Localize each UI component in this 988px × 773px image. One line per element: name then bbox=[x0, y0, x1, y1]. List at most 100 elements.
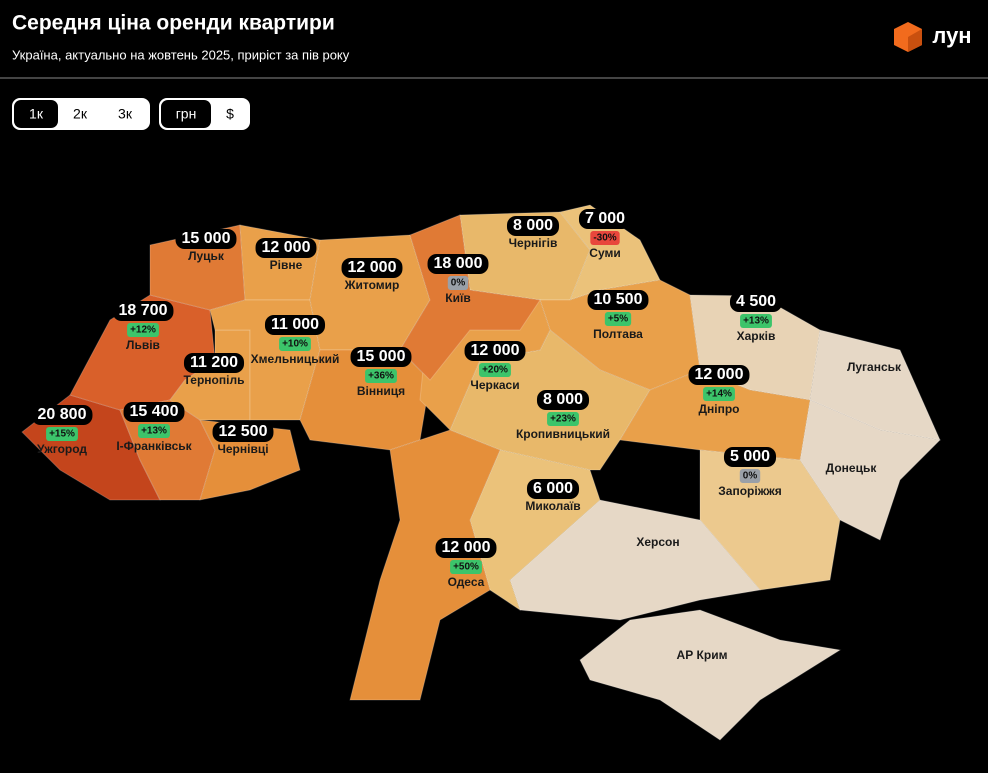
region-label: АР Крим bbox=[677, 648, 728, 662]
price-badge bbox=[723, 447, 777, 467]
price-badge bbox=[464, 341, 526, 361]
region-label: 8 000 +23% Кропивницький bbox=[516, 390, 610, 441]
region-name: Ужгород bbox=[37, 442, 87, 456]
price: 18 000 bbox=[434, 255, 483, 272]
region-name: Донецьк bbox=[826, 461, 878, 475]
change: +23% bbox=[550, 414, 576, 425]
region-label: 11 200 Тернопіль bbox=[183, 353, 245, 387]
price-badge bbox=[729, 292, 783, 312]
rooms-tab[interactable]: 3к bbox=[118, 106, 133, 122]
change: +13% bbox=[141, 426, 167, 437]
change: +36% bbox=[368, 371, 394, 382]
price: 11 200 bbox=[190, 354, 238, 371]
currency-tab[interactable]: $ bbox=[226, 106, 234, 122]
rooms-tab[interactable]: 2к bbox=[73, 106, 88, 122]
price: 8 000 bbox=[543, 391, 583, 408]
region-label: 12 000 Житомир bbox=[341, 258, 403, 292]
region-label: Луганськ bbox=[847, 360, 902, 374]
region-name: Львів bbox=[126, 338, 160, 352]
change-badge bbox=[740, 314, 772, 328]
region-label: 15 400 +13% І-Франківськ bbox=[116, 402, 193, 453]
price: 15 000 bbox=[182, 230, 231, 247]
region-name: Дніпро bbox=[698, 402, 739, 416]
price-badge bbox=[183, 353, 245, 373]
rooms-tab[interactable]: 1к bbox=[29, 106, 44, 122]
change-badge bbox=[703, 387, 735, 401]
region bbox=[349, 429, 501, 701]
region-name: Кропивницький bbox=[516, 427, 610, 441]
change: +13% bbox=[743, 316, 769, 327]
price: 7 000 bbox=[585, 210, 625, 227]
price: 15 400 bbox=[130, 403, 179, 420]
price: 18 700 bbox=[119, 302, 168, 319]
region-name: Луцьк bbox=[188, 249, 225, 263]
price: 12 000 bbox=[348, 259, 397, 276]
change-badge bbox=[46, 427, 78, 441]
change-badge bbox=[479, 363, 511, 377]
change: +10% bbox=[282, 339, 308, 350]
change-badge bbox=[590, 231, 620, 245]
logo: лун bbox=[894, 22, 972, 52]
price-badge bbox=[255, 238, 317, 258]
change-badge bbox=[604, 312, 632, 326]
change: +14% bbox=[706, 389, 732, 400]
price-badge bbox=[31, 405, 93, 425]
price-badge bbox=[212, 422, 274, 442]
region-label: 8 000 Чернігів bbox=[506, 216, 560, 250]
price-badge bbox=[341, 258, 403, 278]
price-badge bbox=[526, 479, 580, 499]
region-label: 20 800 +15% Ужгород bbox=[31, 405, 93, 456]
price: 8 000 bbox=[513, 217, 553, 234]
price-badge bbox=[264, 315, 326, 335]
price: 5 000 bbox=[730, 448, 770, 465]
change-badge bbox=[279, 337, 311, 351]
price: 12 000 bbox=[442, 539, 491, 556]
region-name: Вінниця bbox=[357, 384, 405, 398]
price: 12 500 bbox=[219, 423, 268, 440]
price-badge bbox=[587, 290, 649, 310]
change: +50% bbox=[453, 562, 479, 573]
change: 0% bbox=[451, 278, 466, 289]
price-badge bbox=[435, 538, 497, 558]
price-badge bbox=[427, 254, 489, 274]
region-name: Запоріжжя bbox=[718, 484, 781, 498]
region-name: Чернівці bbox=[217, 442, 268, 456]
price: 12 000 bbox=[471, 342, 520, 359]
change-badge bbox=[739, 469, 761, 483]
region bbox=[579, 609, 842, 741]
region-name: Херсон bbox=[636, 535, 679, 549]
price-badge bbox=[506, 216, 560, 236]
region-label: 12 000 +50% Одеса bbox=[435, 538, 497, 589]
region-label: Херсон bbox=[636, 535, 679, 549]
region-name: Суми bbox=[589, 246, 620, 260]
price: 12 000 bbox=[262, 239, 311, 256]
change: +12% bbox=[130, 325, 156, 336]
region-label: Донецьк bbox=[826, 461, 878, 475]
price-badge bbox=[578, 209, 632, 229]
change-badge bbox=[127, 323, 159, 337]
region-name: АР Крим bbox=[677, 648, 728, 662]
currency-tab[interactable]: грн bbox=[176, 106, 197, 122]
price: 11 000 bbox=[271, 316, 319, 333]
region-label: 6 000 Миколаїв bbox=[525, 479, 581, 513]
region-name: Чернігів bbox=[509, 236, 558, 250]
change: 0% bbox=[743, 471, 758, 482]
price-badge bbox=[175, 229, 237, 249]
price-badge bbox=[112, 301, 174, 321]
price-badge bbox=[688, 365, 750, 385]
region-label: 10 500 +5% Полтава bbox=[587, 290, 649, 341]
region-label: 12 000 +14% Дніпро bbox=[688, 365, 750, 416]
logo-text: лун bbox=[932, 23, 971, 48]
region-label: 12 500 Чернівці bbox=[212, 422, 274, 456]
price: 12 000 bbox=[695, 366, 744, 383]
region-name: Одеса bbox=[448, 575, 485, 589]
region-name: Луганськ bbox=[847, 360, 902, 374]
currency-active bbox=[161, 100, 211, 128]
change: -30% bbox=[593, 233, 616, 244]
change: +20% bbox=[482, 365, 508, 376]
region-name: Київ bbox=[445, 291, 470, 305]
region-name: Полтава bbox=[593, 327, 643, 341]
change-badge bbox=[547, 412, 579, 426]
price-badge bbox=[536, 390, 590, 410]
